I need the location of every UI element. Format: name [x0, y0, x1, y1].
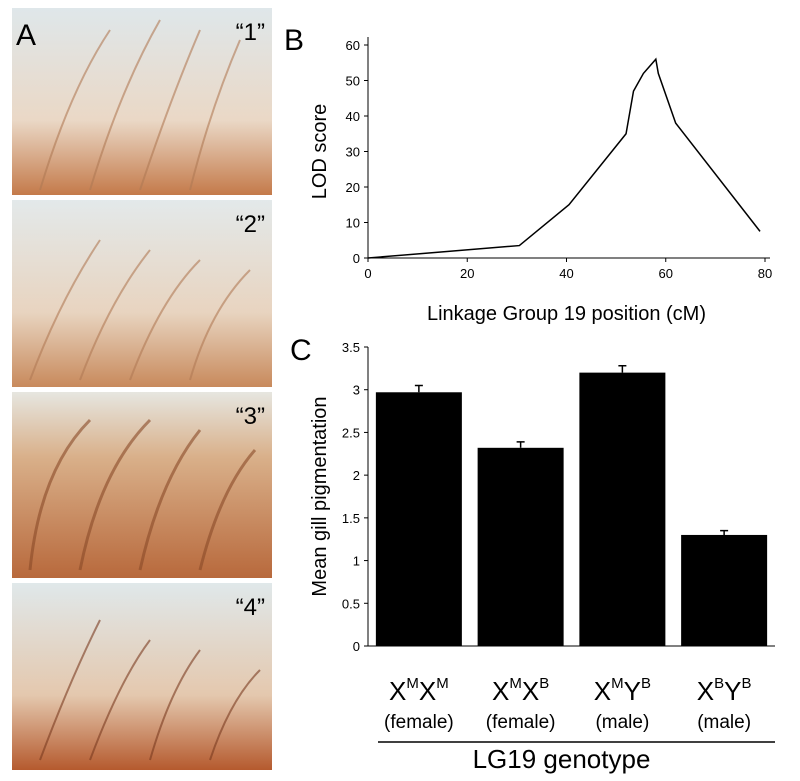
y-tick-label: 1.5 — [342, 511, 360, 526]
x-tick-label: 40 — [559, 266, 573, 281]
y-tick-label: 1 — [353, 554, 360, 569]
genotype-superscript: M — [611, 675, 624, 692]
photo-panel: A — [12, 8, 272, 770]
genotype-superscript: B — [641, 675, 651, 692]
y-tick-label: 60 — [346, 38, 360, 53]
genotype-letter: X — [594, 676, 611, 706]
x-tick-label: 60 — [659, 266, 673, 281]
panel-label: A — [16, 19, 36, 52]
x-tick-label: XMXM — [389, 675, 449, 706]
y-tick-label: 2 — [353, 468, 360, 483]
genotype-superscript: M — [509, 675, 522, 692]
y-tick-label: 10 — [346, 216, 360, 231]
y-tick-label: 3.5 — [342, 340, 360, 355]
y-tick-label: 0 — [353, 251, 360, 266]
x-axis-label: LG19 genotype — [473, 744, 651, 774]
genotype-superscript: B — [741, 675, 751, 692]
bar — [681, 534, 768, 646]
genotype-superscript: M — [406, 675, 419, 692]
photo-label: “1” — [236, 19, 265, 46]
y-tick-label: 3 — [353, 383, 360, 398]
error-bar — [618, 365, 627, 373]
error-bar — [414, 384, 423, 393]
genotype-letter: X — [492, 676, 509, 706]
genotype-superscript: B — [714, 675, 724, 692]
error-bar — [720, 529, 729, 535]
photo — [12, 583, 272, 770]
photo-label: “4” — [236, 594, 265, 621]
x-tick-label: 80 — [758, 266, 772, 281]
x-tick-sublabel: (male) — [697, 712, 751, 733]
y-tick-label: 40 — [346, 109, 360, 124]
y-tick-label: 0 — [353, 639, 360, 654]
y-tick-label: 30 — [346, 145, 360, 160]
x-tick-label: XMYB — [594, 675, 651, 706]
photo — [12, 200, 272, 387]
genotype-letter: X — [419, 676, 436, 706]
x-tick-sublabel: (male) — [595, 712, 649, 733]
y-axis-label: LOD score — [309, 104, 331, 200]
gill-filaments — [28, 19, 261, 761]
panel-label: B — [284, 24, 304, 57]
panel-label: C — [290, 334, 312, 367]
genotype-letter: X — [697, 676, 714, 706]
photo-label: “2” — [236, 211, 265, 238]
y-tick-label: 20 — [346, 180, 360, 195]
y-tick-label: 0.5 — [342, 596, 360, 611]
photo — [12, 8, 272, 195]
y-tick-label: 2.5 — [342, 425, 360, 440]
x-tick-label: 20 — [460, 266, 474, 281]
x-tick-label: 0 — [364, 266, 371, 281]
error-bar — [516, 441, 525, 448]
bar — [579, 372, 666, 646]
x-axis-label: Linkage Group 19 position (cM) — [427, 303, 706, 325]
photo — [12, 392, 272, 578]
x-tick-sublabel: (female) — [384, 712, 454, 733]
genotype-letter: Y — [724, 676, 741, 706]
bar — [477, 447, 564, 646]
y-tick-label: 50 — [346, 74, 360, 89]
x-tick-sublabel: (female) — [486, 712, 556, 733]
genotype-letter: X — [389, 676, 406, 706]
data-line — [367, 57, 761, 259]
genotype-letter: X — [522, 676, 539, 706]
y-axis-label: Mean gill pigmentation — [309, 396, 331, 596]
genotype-superscript: B — [539, 675, 549, 692]
photo-label: “3” — [236, 403, 265, 430]
genotype-superscript: M — [436, 675, 449, 692]
bar — [375, 392, 462, 646]
genotype-letter: Y — [624, 676, 641, 706]
x-tick-label: XMXB — [492, 675, 549, 706]
x-tick-label: XBYB — [697, 675, 752, 706]
